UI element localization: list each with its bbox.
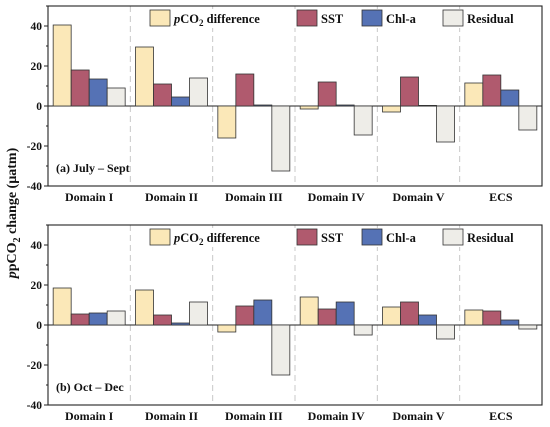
bar-residual-domain-i — [106, 87, 126, 107]
bar-sst-domain-i — [70, 69, 90, 107]
bar-chl-a-domain-v — [418, 314, 437, 326]
y-tick-label: -20 — [27, 360, 43, 372]
bar-chl-a-domain-iv — [335, 104, 355, 107]
bar-sst-domain-ii — [153, 83, 172, 107]
category-label: Domain IV — [308, 409, 365, 423]
bar-sst-domain-iv — [317, 81, 337, 107]
bar-pco2-difference-domain-iv — [299, 105, 319, 110]
bar-residual-domain-v — [436, 324, 455, 340]
bar-pco2-difference-domain-ii — [135, 289, 154, 326]
legend-label: Chl-a — [386, 12, 417, 26]
category-label: Domain III — [225, 190, 283, 204]
legend-label: pCO2 difference — [173, 12, 260, 28]
chart-panel-a: Domain I Domain II Domain III Domain IV Doma… — [27, 5, 543, 204]
category-label: Domain V — [392, 409, 444, 423]
category-label: Domain IV — [308, 190, 365, 204]
legend-background — [147, 228, 540, 247]
bar-sst-domain-ii — [153, 314, 172, 326]
y-tick-label: 20 — [31, 61, 43, 73]
bar-pco2-difference-domain-i — [52, 287, 72, 326]
bar-pco2-difference-domain-ii — [135, 46, 154, 107]
category-label: Domain I — [65, 409, 114, 423]
category-label: Domain V — [392, 190, 444, 204]
legend-swatch — [296, 9, 318, 27]
y-tick-label: 0 — [36, 320, 42, 332]
bar-residual-domain-iii — [271, 105, 291, 172]
bar-residual-domain-i — [106, 310, 126, 326]
y-tick-label: -40 — [27, 400, 43, 412]
category-label: ECS — [489, 190, 513, 204]
legend: pCO2 difference SST Chl-a Residual — [147, 228, 540, 247]
category-label: Domain I — [65, 190, 114, 204]
y-tick-label: 20 — [31, 280, 43, 292]
bar-chl-a-domain-iv — [335, 301, 355, 326]
bar-residual-ecs — [518, 324, 538, 330]
y-axis-label: ppCO2 change (µatm) — [5, 147, 23, 279]
bar-residual-domain-iv — [353, 324, 373, 336]
bar-chl-a-domain-ii — [171, 322, 190, 326]
bar-sst-domain-v — [400, 301, 419, 326]
bar-chl-a-domain-i — [88, 78, 108, 107]
legend-swatch — [361, 9, 383, 27]
chart-panel-b: Domain I Domain II Domain III Domain IV Doma… — [27, 224, 543, 423]
bar-sst-domain-iii — [235, 305, 255, 326]
y-tick-label: 40 — [31, 240, 43, 252]
legend-swatch — [149, 9, 171, 27]
legend-label: pCO2 difference — [173, 231, 260, 247]
legend-swatch — [442, 9, 464, 27]
category-label: Domain III — [225, 409, 283, 423]
bar-sst-domain-iv — [317, 308, 337, 326]
bar-residual-domain-ii — [189, 77, 208, 107]
bar-pco2-difference-domain-v — [382, 306, 401, 326]
y-tick-label: 40 — [31, 21, 43, 33]
bar-sst-domain-i — [70, 313, 90, 326]
bar-sst-domain-iii — [235, 73, 255, 107]
legend-label: Chl-a — [386, 231, 417, 245]
category-label: ECS — [489, 409, 513, 423]
y-tick-label: 0 — [36, 101, 42, 113]
bar-pco2-difference-domain-iii — [217, 324, 237, 333]
legend-swatch — [149, 228, 171, 246]
bar-residual-domain-v — [436, 105, 455, 143]
legend-label: SST — [321, 231, 344, 245]
bar-chl-a-domain-v — [418, 105, 437, 107]
legend-swatch — [361, 228, 383, 246]
category-label: Domain II — [145, 409, 198, 423]
category-label: Domain II — [145, 190, 198, 204]
bar-residual-domain-ii — [189, 301, 208, 326]
y-tick-label: -40 — [27, 181, 43, 193]
legend-swatch — [442, 228, 464, 246]
plot-frame — [47, 5, 543, 187]
bar-pco2-difference-domain-v — [382, 105, 401, 113]
bar-chl-a-domain-iii — [253, 299, 273, 326]
bar-pco2-difference-domain-iv — [299, 296, 319, 326]
bar-chl-a-domain-i — [88, 312, 108, 326]
panel-label: (a) July – Sept — [56, 161, 130, 175]
legend-label: Residual — [467, 12, 514, 26]
bar-pco2-difference-ecs — [464, 309, 484, 326]
bar-sst-ecs — [482, 310, 502, 326]
y-tick-label: -20 — [27, 141, 43, 153]
bar-chl-a-ecs — [500, 319, 520, 326]
legend-swatch — [296, 228, 318, 246]
bar-pco2-difference-ecs — [464, 82, 484, 107]
legend-label: Residual — [467, 231, 514, 245]
bar-pco2-difference-domain-iii — [217, 105, 237, 139]
bar-sst-ecs — [482, 74, 502, 107]
bar-chl-a-ecs — [500, 89, 520, 107]
bar-chl-a-domain-ii — [171, 96, 190, 107]
panel-label: (b) Oct – Dec — [56, 380, 124, 394]
bar-chl-a-domain-iii — [253, 104, 273, 107]
legend: pCO2 difference SST Chl-a Residual — [147, 9, 540, 28]
legend-label: SST — [321, 12, 344, 26]
plot-frame — [47, 224, 543, 406]
bar-sst-domain-v — [400, 76, 419, 107]
legend-background — [147, 9, 540, 28]
bar-residual-domain-iii — [271, 324, 291, 376]
bar-residual-ecs — [518, 105, 538, 131]
bar-residual-domain-iv — [353, 105, 373, 136]
bar-pco2-difference-domain-i — [52, 24, 72, 107]
